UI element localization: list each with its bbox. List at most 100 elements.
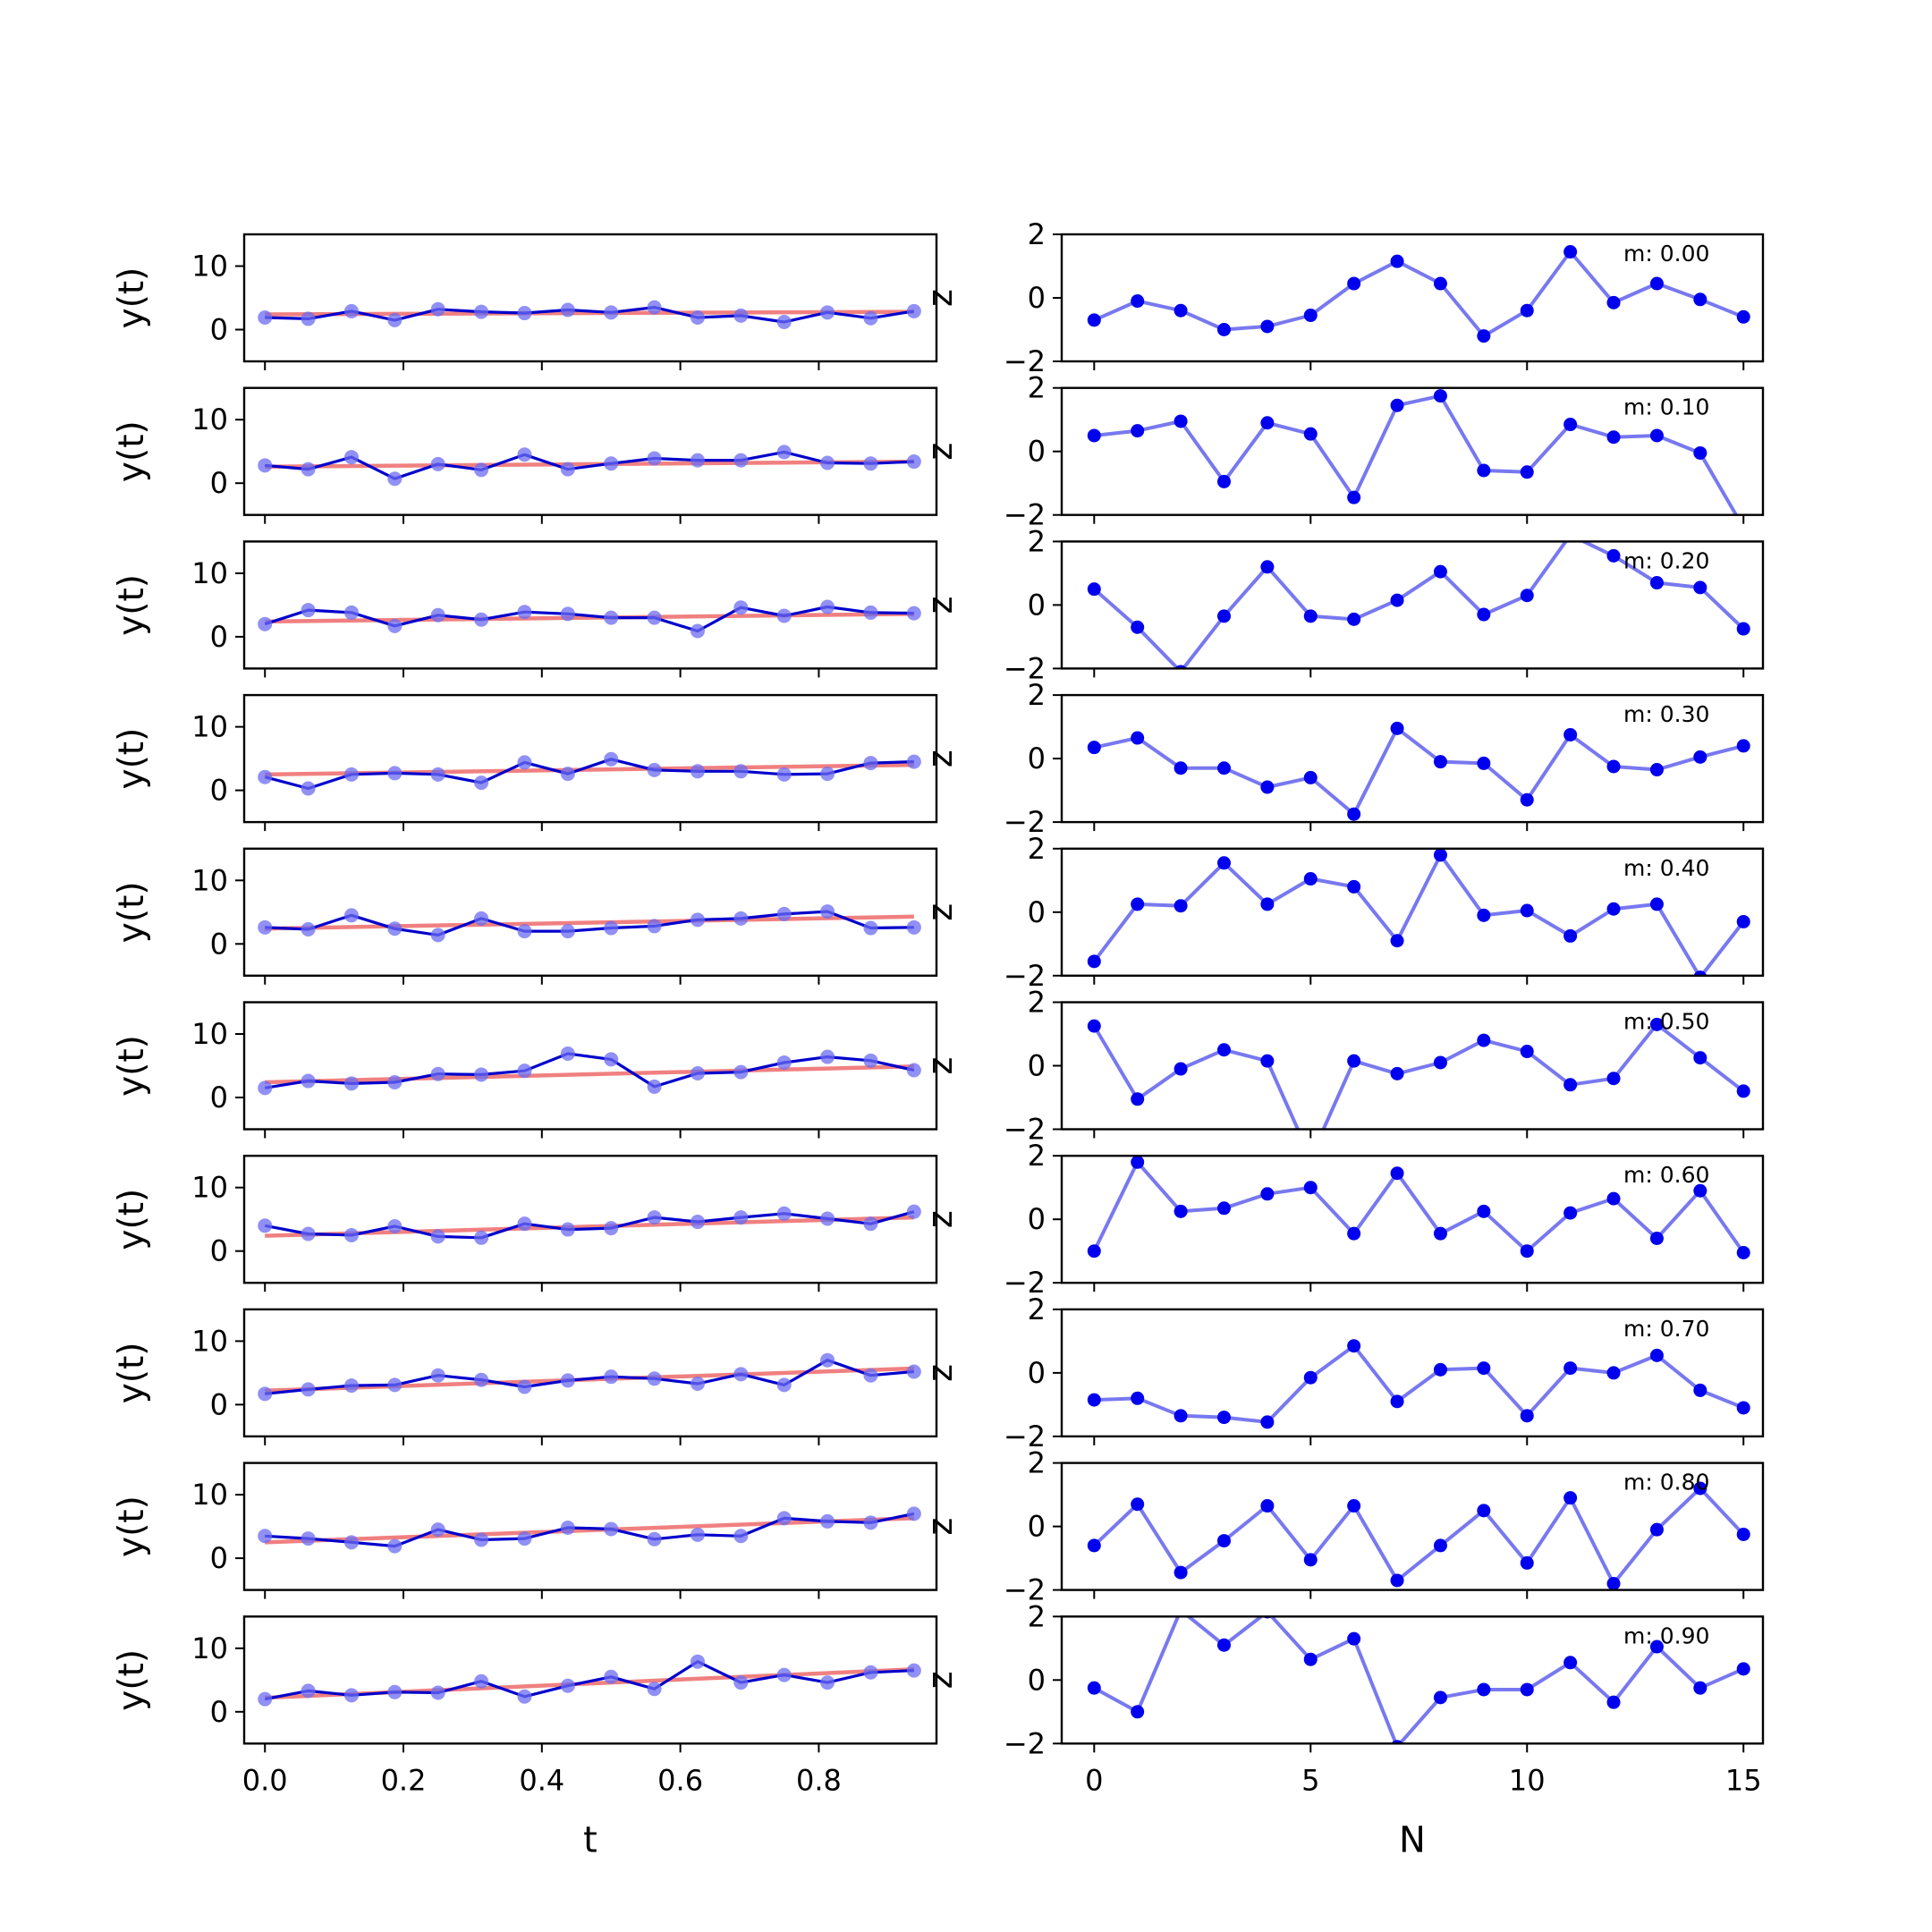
data-point	[343, 908, 359, 923]
data-point	[906, 1506, 921, 1521]
z-point	[1178, 1616, 1183, 1617]
z-point	[1390, 254, 1404, 268]
y-tick-label: 0	[210, 927, 228, 961]
z-point	[1563, 928, 1578, 943]
data-point	[863, 310, 878, 326]
y-tick-label: 2	[1028, 678, 1046, 712]
m-annotation: m: 0.50	[1623, 1009, 1709, 1035]
z-point	[1736, 1527, 1750, 1541]
z-point	[1390, 721, 1404, 735]
left-panel-4: 0 10 y(t) z	[112, 847, 960, 985]
y-axis-label: y(t)	[112, 1496, 152, 1557]
data-point	[604, 1369, 619, 1385]
data-point	[387, 618, 402, 633]
data-point	[301, 1073, 316, 1089]
data-point	[776, 906, 792, 921]
data-point	[474, 1674, 489, 1689]
left-plot-area	[258, 599, 921, 639]
data-point	[647, 1371, 662, 1386]
z-point	[1390, 398, 1404, 412]
left-axes-frame	[242, 1462, 938, 1591]
data-point	[474, 462, 489, 478]
data-point	[430, 456, 445, 471]
data-point	[430, 767, 445, 782]
data-point	[863, 456, 878, 471]
z-point	[1131, 1391, 1145, 1405]
z-axis-label: z	[920, 1210, 960, 1228]
y-tick-label: 0	[210, 620, 228, 654]
y-tick-label: 0	[210, 1080, 228, 1114]
z-point	[1568, 541, 1573, 542]
data-point	[733, 1210, 749, 1225]
data-point	[560, 1373, 575, 1388]
z-point	[1174, 761, 1188, 775]
z-point	[1606, 295, 1621, 309]
data-point	[474, 1230, 489, 1245]
data-point	[604, 305, 619, 320]
data-point	[258, 1529, 273, 1544]
z-point	[1433, 389, 1447, 403]
z-point	[1087, 1244, 1101, 1258]
z-point	[1520, 1682, 1534, 1697]
data-point	[258, 919, 273, 935]
z-point	[1736, 1245, 1750, 1259]
data-point	[690, 310, 705, 326]
z-point	[1347, 807, 1361, 821]
z-point	[1087, 1681, 1101, 1695]
m-annotation: m: 0.00	[1623, 241, 1709, 267]
data-point	[776, 608, 792, 623]
y-tick-label: 10	[191, 556, 228, 590]
z-point	[1477, 1204, 1491, 1218]
left-plot-area	[258, 751, 921, 796]
y-tick-label: 0	[1028, 435, 1046, 469]
left-axes-frame	[242, 233, 938, 363]
z-point	[1087, 1019, 1101, 1033]
left-axes-frame	[242, 1308, 938, 1438]
x-axis-label-t: t	[583, 1819, 597, 1860]
data-point	[820, 1352, 835, 1368]
right-panel-2: −2 0 2 m: 0.20	[1004, 524, 1765, 685]
data-point	[560, 462, 575, 477]
left-panel-8: 0 10 y(t) z	[112, 1462, 960, 1599]
data-point	[258, 1691, 273, 1707]
data-point	[474, 1067, 489, 1082]
y-tick-label: 0	[1028, 1049, 1046, 1083]
z-point	[1477, 908, 1491, 922]
m-annotation: m: 0.40	[1623, 855, 1709, 881]
z-axis-label: z	[920, 903, 960, 921]
data-point	[906, 919, 921, 935]
z-point	[1736, 622, 1750, 636]
z-point	[1649, 1640, 1664, 1654]
observed-line	[264, 1210, 915, 1240]
z-point	[1606, 1072, 1621, 1086]
observed-line	[264, 1052, 915, 1089]
z-point	[1477, 329, 1491, 343]
y-axis-label: y(t)	[112, 1649, 152, 1711]
m-annotation: m: 0.30	[1623, 701, 1709, 727]
z-axis-label: z	[920, 1518, 960, 1536]
z-point	[1216, 609, 1231, 623]
z-point	[1433, 564, 1447, 579]
left-panel-9: 0 10 0.0 0.2 0.4 0.6 0.8 y(t) z	[112, 1615, 960, 1797]
data-point	[690, 453, 705, 468]
data-point	[604, 1221, 619, 1236]
z-point	[1260, 1415, 1275, 1429]
data-point	[820, 305, 835, 320]
data-point	[517, 447, 532, 462]
data-point	[906, 1663, 921, 1678]
data-point	[863, 1665, 878, 1680]
z-point	[1563, 1656, 1578, 1670]
y-tick-label: 2	[1028, 524, 1046, 558]
z-point	[1606, 430, 1621, 445]
data-point	[733, 1529, 749, 1544]
z-point	[1477, 1504, 1491, 1518]
z-point	[1347, 490, 1361, 504]
data-point	[517, 605, 532, 620]
z-point	[1649, 897, 1664, 911]
data-point	[733, 1064, 749, 1080]
z-point	[1606, 1577, 1621, 1590]
y-tick-label: 2	[1028, 371, 1046, 405]
z-line	[1092, 1160, 1745, 1254]
m-annotation: m: 0.70	[1623, 1316, 1709, 1342]
data-point	[820, 904, 835, 919]
